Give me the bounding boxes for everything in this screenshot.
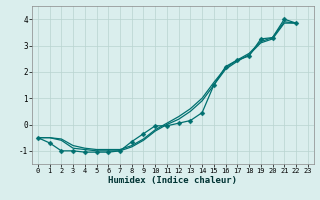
X-axis label: Humidex (Indice chaleur): Humidex (Indice chaleur) bbox=[108, 176, 237, 185]
